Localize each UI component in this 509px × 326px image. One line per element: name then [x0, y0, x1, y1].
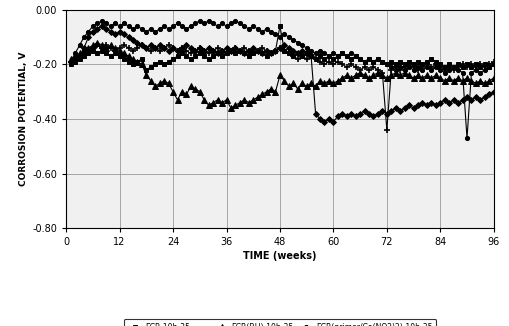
X-axis label: TIME (weeks): TIME (weeks)	[243, 251, 317, 261]
ECR(DCI)-10h-35	[384, 128, 390, 132]
Legend: ECR-10h-35, ECR(DCI)-10h-35, ECR(RH)-10h-35, ECR(HY)-10h-35, ECR(primer/Ca(NO2)2: ECR-10h-35, ECR(DCI)-10h-35, ECR(RH)-10h…	[124, 319, 436, 326]
ECR(primer/Ca(NO2)2)-10h-35	[68, 60, 74, 64]
ECR(DCI)-10h-35	[192, 49, 199, 53]
ECR(HY)-10h-35	[99, 24, 105, 28]
ECR(primer/Ca(NO2)2)-10h-35	[464, 136, 470, 140]
ECR-10h-35	[192, 54, 199, 58]
ECR(primer/Ca(NO2)2)-10h-35	[286, 35, 292, 39]
ECR(primer/Ca(NO2)2)-10h-35	[192, 22, 199, 25]
ECR(HY)-10h-35	[322, 120, 328, 124]
ECR(DCI)-10h-35	[130, 49, 136, 53]
Line: ECR(DCI)-10h-35: ECR(DCI)-10h-35	[67, 42, 497, 133]
ECR(DCI)-10h-35	[464, 65, 470, 69]
ECR(RH)-10h-35	[491, 76, 497, 80]
ECR(HY)-10h-35	[130, 38, 136, 42]
ECR(primer/Ca(NO2)2)-10h-35	[99, 19, 105, 23]
ECR-10h-35	[290, 54, 296, 58]
ECR-10h-35	[464, 63, 470, 67]
ECR(primer/Ca(NO2)2)-10h-35	[460, 71, 466, 75]
ECR(RH)-10h-35	[259, 93, 265, 96]
ECR(RH)-10h-35	[68, 57, 74, 61]
ECR-10h-35	[303, 52, 309, 55]
ECR(HY)-10h-35	[68, 60, 74, 64]
ECR(primer/Ca(NO2)2)-10h-35	[254, 27, 261, 31]
ECR(HY)-10h-35	[491, 90, 497, 94]
ECR-10h-35	[143, 68, 149, 72]
ECR(RH)-10h-35	[464, 76, 470, 80]
ECR(DCI)-10h-35	[68, 60, 74, 64]
ECR(RH)-10h-35	[228, 106, 234, 110]
ECR(HY)-10h-35	[464, 95, 470, 99]
ECR-10h-35	[68, 63, 74, 67]
Line: ECR-10h-35: ECR-10h-35	[69, 24, 496, 72]
ECR(HY)-10h-35	[299, 49, 305, 53]
ECR(HY)-10h-35	[254, 49, 261, 53]
ECR(DCI)-10h-35	[94, 43, 100, 47]
Line: ECR(HY)-10h-35: ECR(HY)-10h-35	[69, 24, 496, 124]
Line: ECR(RH)-10h-35: ECR(RH)-10h-35	[68, 40, 496, 111]
ECR(RH)-10h-35	[94, 40, 100, 44]
ECR-10h-35	[277, 24, 283, 28]
ECR(RH)-10h-35	[290, 82, 296, 85]
ECR(DCI)-10h-35	[286, 52, 292, 55]
ECR(primer/Ca(NO2)2)-10h-35	[299, 43, 305, 47]
ECR(HY)-10h-35	[286, 46, 292, 50]
ECR(RH)-10h-35	[192, 87, 199, 91]
ECR-10h-35	[125, 60, 131, 64]
Line: ECR(primer/Ca(NO2)2)-10h-35: ECR(primer/Ca(NO2)2)-10h-35	[69, 19, 496, 140]
ECR(primer/Ca(NO2)2)-10h-35	[130, 27, 136, 31]
ECR(DCI)-10h-35	[254, 49, 261, 53]
ECR(HY)-10h-35	[192, 49, 199, 53]
ECR(RH)-10h-35	[130, 57, 136, 61]
ECR-10h-35	[491, 63, 497, 67]
ECR(DCI)-10h-35	[491, 60, 497, 64]
ECR-10h-35	[254, 49, 261, 53]
Y-axis label: CORROSION POTENTIAL, V: CORROSION POTENTIAL, V	[19, 52, 28, 186]
ECR(DCI)-10h-35	[299, 54, 305, 58]
ECR(primer/Ca(NO2)2)-10h-35	[491, 63, 497, 67]
ECR(RH)-10h-35	[303, 84, 309, 88]
